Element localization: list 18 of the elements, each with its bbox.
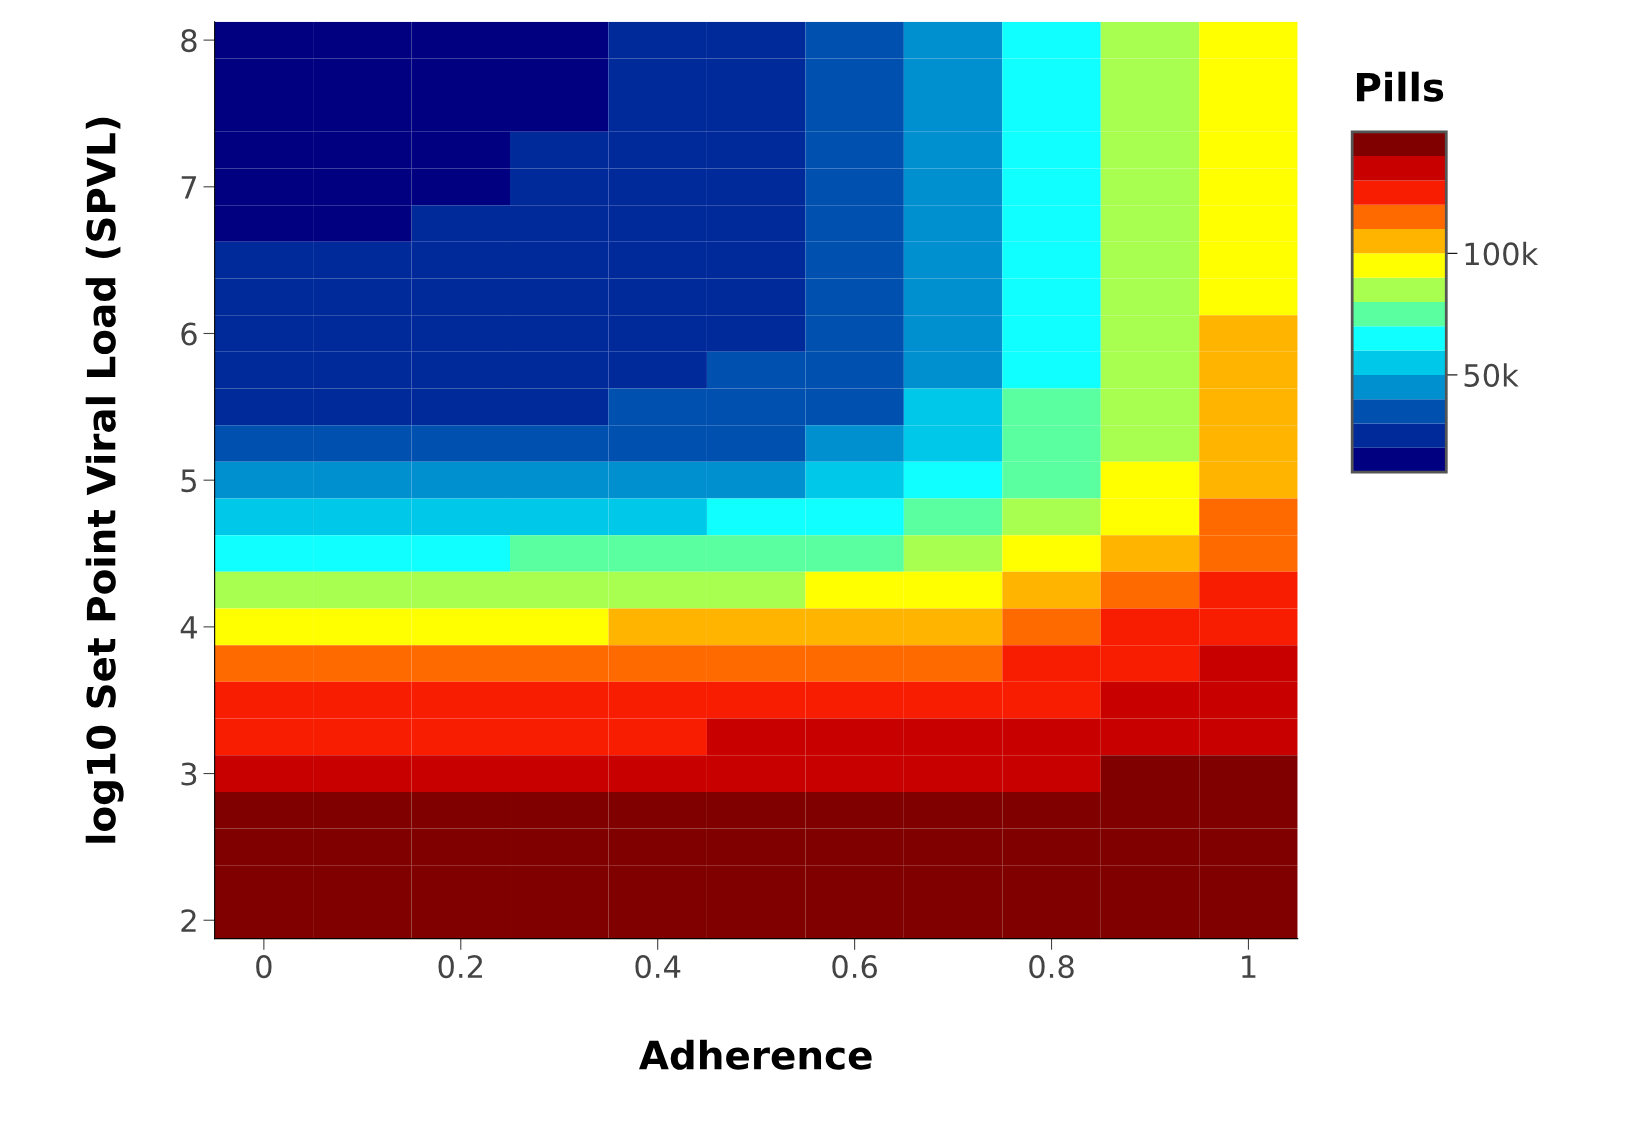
y-axis-title: log10 Set Point Viral Load (SPVL) — [85, 117, 124, 843]
x-tick-label: 0 — [256, 955, 272, 979]
color-bar-label: 50k — [1464, 363, 1519, 387]
x-tick-label: 0.2 — [438, 955, 483, 979]
x-tick-label: 1 — [1242, 955, 1256, 978]
x-axis-title: Adherence — [639, 1039, 872, 1070]
x-tick-label: 0.4 — [635, 955, 681, 979]
x-tick-label: 0.8 — [1029, 955, 1074, 979]
y-tick-label: 6 — [181, 322, 197, 346]
y-tick-label: 7 — [181, 176, 197, 199]
y-tick-label: 3 — [181, 762, 197, 786]
y-tick-label: 4 — [180, 616, 197, 639]
y-tick-label: 2 — [181, 909, 196, 932]
color-bar-title: Pills — [1356, 71, 1444, 102]
color-bar-label: 100k — [1465, 241, 1539, 266]
y-tick-label: 5 — [181, 469, 196, 493]
x-tick-label: 0.6 — [832, 955, 877, 979]
y-tick-label: 8 — [181, 29, 197, 53]
